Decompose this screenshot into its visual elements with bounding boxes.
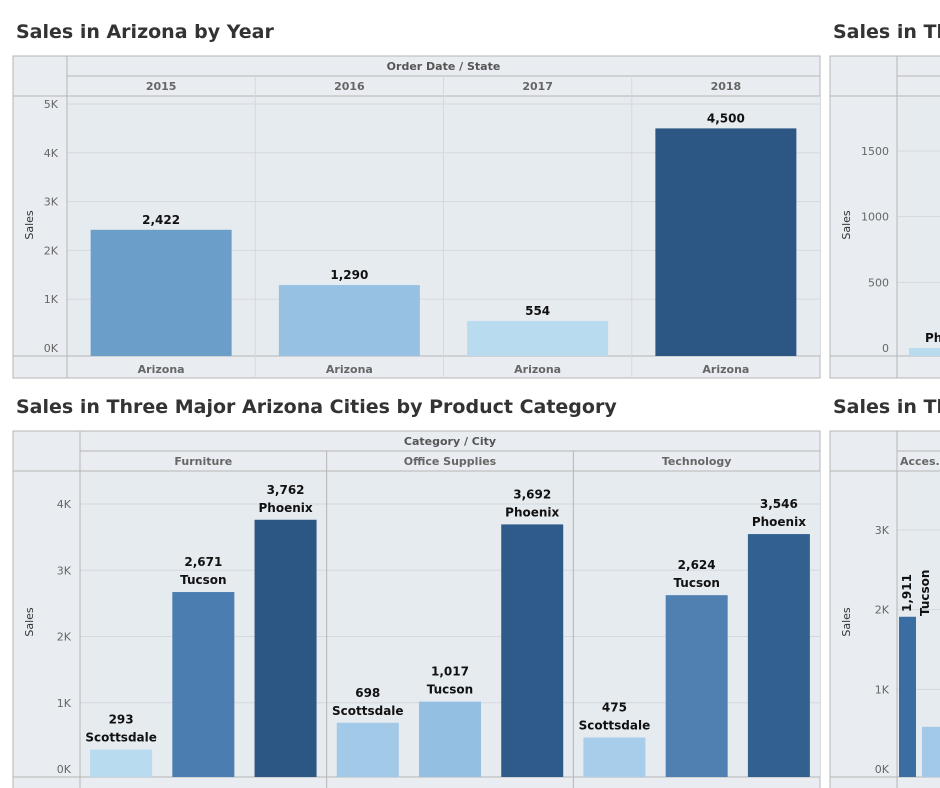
chart3-y-tick: 500 [868, 276, 889, 289]
chart2-group-header: Office Supplies [404, 455, 497, 468]
chart2-value-label: 3,762 [267, 483, 305, 497]
chart2-bar [665, 595, 728, 777]
chart1-year-header: 2017 [522, 80, 553, 93]
chart1-value-label: 1,290 [330, 268, 368, 282]
chart4-y-tick: 0K [875, 763, 890, 776]
chart1-header-title: Order Date / State [387, 60, 501, 73]
chart1-year-header: 2015 [146, 80, 177, 93]
chart2-bar [501, 524, 564, 777]
chart2-value-label: 1,017 [431, 665, 469, 679]
chart2-group-header: Technology [662, 455, 732, 468]
chart2-y-tick: 1K [57, 697, 72, 710]
chart1-year-header: 2016 [334, 80, 365, 93]
chart4-city-label: Tucson [918, 570, 932, 616]
chart3-y-tick: 1500 [861, 145, 889, 158]
chart-title-bottom-right: Sales in Thr [833, 396, 940, 418]
chart1-y-axis-label: Sales [23, 210, 36, 240]
chart2-value-label: 475 [602, 701, 627, 715]
chart3-y-tick: 0 [882, 342, 889, 355]
chart2-value-label: 293 [109, 713, 134, 727]
chart3-plot-area [897, 96, 940, 356]
chart2-value-label: 698 [355, 686, 380, 700]
chart-title-top-right: Sales in Thr [833, 21, 940, 43]
chart2-value-label: 2,624 [678, 558, 716, 572]
chart4-y-tick: 2K [875, 604, 890, 617]
chart2-y-tick: 2K [57, 631, 72, 644]
chart2-bar [419, 701, 481, 777]
chart2-group-header: Furniture [174, 455, 232, 468]
chart2-city-label: Tucson [180, 573, 226, 587]
chart2-y-tick: 3K [57, 564, 72, 577]
chart4-y-axis-label: Sales [840, 607, 853, 637]
chart2-bar [747, 534, 810, 777]
chart2-y-tick: 4K [57, 498, 72, 511]
chart1-y-tick: 2K [44, 244, 59, 257]
chart2-value-label: 2,671 [184, 555, 222, 569]
chart3-y-tick: 1000 [861, 211, 889, 224]
chart1-y-tick: 1K [44, 293, 59, 306]
chart3-bar [909, 348, 940, 356]
chart1-bar [90, 229, 232, 356]
chart2-value-label: 3,692 [513, 487, 551, 501]
chart1-year-header: 2018 [711, 80, 742, 93]
chart2-bar [90, 749, 153, 777]
chart4-bar [922, 726, 940, 777]
chart1-bar [278, 285, 420, 356]
chart4-bar [899, 616, 916, 777]
chart2-y-axis-label: Sales [23, 607, 36, 637]
chart2-bar [583, 737, 646, 777]
chart1-category-label: Arizona [514, 363, 561, 376]
chart1-y-tick: 0K [44, 342, 59, 355]
chart1-value-label: 4,500 [707, 111, 745, 125]
chart2-bar [336, 722, 399, 777]
chart2-city-label: Phoenix [505, 505, 559, 519]
chart2-header-title: Category / City [404, 435, 496, 448]
chart3-y-axis-label: Sales [840, 210, 853, 240]
chart2-city-label: Phoenix [258, 501, 312, 515]
chart2-city-label: Scottsdale [579, 719, 651, 733]
chart4-y-tick: 1K [875, 683, 890, 696]
chart2-city-label: Scottsdale [332, 704, 404, 718]
chart4-value-label: 1,911 [900, 574, 914, 612]
chart1-y-tick: 3K [44, 196, 59, 209]
chart2-city-label: Scottsdale [85, 731, 157, 745]
chart-title-sales-by-year: Sales in Arizona by Year [16, 21, 274, 43]
chart2-city-label: Tucson [427, 683, 473, 697]
chart1-value-label: 2,422 [142, 213, 180, 227]
chart3-city-label: Pho [925, 331, 940, 345]
chart1-category-label: Arizona [326, 363, 373, 376]
chart4-y-tick: 3K [875, 524, 890, 537]
chart2-city-label: Tucson [673, 576, 719, 590]
chart2-y-tick: 0K [57, 763, 72, 776]
chart1-category-label: Arizona [138, 363, 185, 376]
chart1-value-label: 554 [525, 304, 550, 318]
chart1-y-tick: 5K [44, 98, 59, 111]
chart1-y-tick: 4K [44, 147, 59, 160]
chart1-category-label: Arizona [702, 363, 749, 376]
chart2-bar [172, 592, 235, 777]
chart-title-cities-by-category: Sales in Three Major Arizona Cities by P… [16, 396, 617, 418]
chart2-value-label: 3,546 [760, 497, 798, 511]
chart1-bar [467, 320, 609, 356]
chart2-city-label: Phoenix [752, 515, 806, 529]
chart1-bar [655, 128, 797, 356]
chart4-group-header: Acces.. [900, 455, 940, 468]
chart2-bar [254, 519, 317, 777]
